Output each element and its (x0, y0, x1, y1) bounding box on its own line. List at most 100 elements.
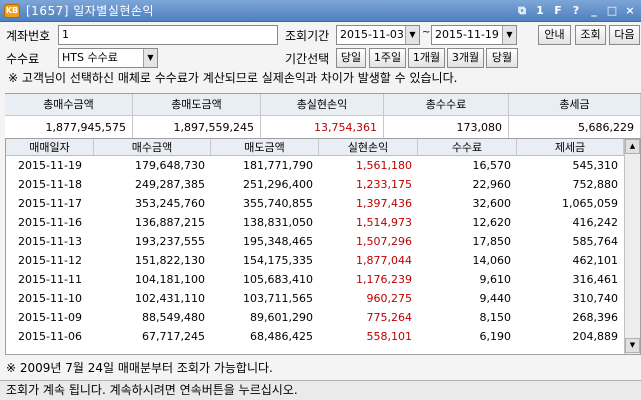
cell-buy: 102,431,110 (135, 292, 205, 305)
table-row[interactable]: 2015-11-19 179,648,730 181,771,790 1,561… (6, 156, 640, 175)
cell-sell: 181,771,790 (243, 159, 313, 172)
minimize-icon[interactable]: _ (591, 4, 597, 17)
table-row[interactable]: 2015-11-06 67,717,245 68,486,425 558,101… (6, 327, 640, 346)
query-range-footnote: ※ 2009년 7월 24일 매매분부터 조회가 가능합니다. (6, 361, 273, 375)
cell-tax: 1,065,059 (562, 197, 618, 210)
next-button[interactable]: 다음 (609, 25, 640, 45)
close-icon[interactable]: × (625, 4, 635, 17)
period-this-month-button[interactable]: 당월 (486, 48, 518, 68)
query-button[interactable]: 조회 (575, 25, 606, 45)
cell-buy: 151,822,130 (135, 254, 205, 267)
cell-date: 2015-11-13 (18, 235, 82, 248)
cell-profit: 1,233,175 (356, 178, 412, 191)
cell-tax: 752,880 (572, 178, 619, 191)
table-row[interactable]: 2015-11-12 151,822,130 154,175,335 1,877… (6, 251, 640, 270)
calendar-dropdown-icon[interactable]: ▼ (405, 26, 419, 44)
account-label: 계좌번호 (6, 29, 51, 43)
cell-fee: 8,150 (479, 311, 512, 324)
period-1week-button[interactable]: 1주일 (369, 48, 406, 68)
cell-sell: 68,486,425 (250, 330, 313, 343)
fee-label: 수수료 (6, 52, 40, 66)
table-row[interactable]: 2015-11-11 104,181,100 105,683,410 1,176… (6, 270, 640, 289)
maximize-icon[interactable]: □ (606, 4, 618, 17)
cell-fee: 9,610 (479, 273, 512, 286)
cell-fee: 32,600 (472, 197, 512, 210)
total-realized-profit: 13,754,361 (261, 116, 384, 139)
daily-profit-grid[interactable]: 매매일자 매수금액 매도금액 실현손익 수수료 제세금 2015-11-19 1… (5, 138, 641, 355)
grid-header-cell[interactable]: 매도금액 (211, 139, 319, 155)
grid-header-cell[interactable]: 매매일자 (6, 139, 94, 155)
cell-date: 2015-11-19 (18, 159, 82, 172)
cell-tax: 268,396 (572, 311, 619, 324)
date-to-picker[interactable]: 2015-11-19 ▼ (431, 25, 517, 45)
status-bar: 조회가 계속 됩니다. 계속하시려면 연속버튼을 누르십시오. (0, 380, 641, 400)
fee-select[interactable]: HTS 수수료 ▼ (58, 48, 158, 68)
period-1month-button[interactable]: 1개월 (408, 48, 445, 68)
fee-notice: ※ 고객님이 선택하신 매체로 수수료가 계산되므로 실제손익과 차이가 발생할… (8, 71, 458, 85)
cell-tax: 545,310 (572, 159, 619, 172)
summary-header: 총실현손익 (261, 94, 384, 116)
summary-header: 총매도금액 (133, 94, 261, 116)
table-row[interactable]: 2015-11-18 249,287,385 251,296,400 1,233… (6, 175, 640, 194)
cell-date: 2015-11-12 (18, 254, 82, 267)
cell-date: 2015-11-11 (18, 273, 82, 286)
cell-fee: 9,440 (479, 292, 512, 305)
cell-buy: 136,887,215 (135, 216, 205, 229)
cell-tax: 585,764 (572, 235, 619, 248)
cell-profit: 960,275 (366, 292, 413, 305)
table-row[interactable]: 2015-11-09 88,549,480 89,601,290 775,264… (6, 308, 640, 327)
cell-profit: 1,877,044 (356, 254, 412, 267)
total-buy-amount: 1,877,945,575 (5, 116, 133, 139)
cell-buy: 88,549,480 (142, 311, 205, 324)
cell-profit: 558,101 (366, 330, 413, 343)
fee-select-value: HTS 수수료 (62, 51, 118, 64)
total-sell-amount: 1,897,559,245 (133, 116, 261, 139)
grid-header-cell[interactable]: 매수금액 (94, 139, 211, 155)
window-title: [1657] 일자별실현손익 (26, 4, 154, 18)
cell-date: 2015-11-17 (18, 197, 82, 210)
favorite-button[interactable]: F (554, 4, 562, 17)
cell-sell: 103,711,565 (243, 292, 313, 305)
calendar-dropdown-icon[interactable]: ▼ (502, 26, 516, 44)
cell-date: 2015-11-06 (18, 330, 82, 343)
help-icon[interactable]: ? (572, 4, 580, 17)
date-from-picker[interactable]: 2015-11-03 ▼ (336, 25, 420, 45)
period-3month-button[interactable]: 3개월 (447, 48, 484, 68)
vertical-scrollbar[interactable]: ▲ ▼ (624, 139, 640, 354)
cell-profit: 1,514,973 (356, 216, 412, 229)
cell-tax: 204,889 (572, 330, 619, 343)
cell-tax: 310,740 (572, 292, 619, 305)
total-tax: 5,686,229 (509, 116, 641, 139)
cell-buy: 67,717,245 (142, 330, 205, 343)
cell-fee: 6,190 (479, 330, 512, 343)
table-row[interactable]: 2015-11-17 353,245,760 355,740,855 1,397… (6, 194, 640, 213)
restore-window-icon[interactable]: ⧉ (518, 4, 526, 17)
period-today-button[interactable]: 당일 (336, 48, 366, 68)
window-number-button[interactable]: 1 (536, 4, 544, 17)
cell-tax: 416,242 (572, 216, 619, 229)
date-range-tilde: ~ (422, 27, 431, 38)
period-label: 조회기간 (285, 29, 330, 43)
chevron-down-icon[interactable]: ▼ (143, 49, 157, 67)
scroll-up-icon[interactable]: ▲ (625, 139, 640, 154)
cell-date: 2015-11-10 (18, 292, 82, 305)
table-row[interactable]: 2015-11-10 102,431,110 103,711,565 960,2… (6, 289, 640, 308)
grid-header-cell[interactable]: 제세금 (517, 139, 624, 155)
summary-header: 총세금 (509, 94, 641, 116)
cell-buy: 353,245,760 (135, 197, 205, 210)
cell-profit: 1,176,239 (356, 273, 412, 286)
grid-header-cell[interactable]: 수수료 (418, 139, 517, 155)
cell-date: 2015-11-09 (18, 311, 82, 324)
table-row[interactable]: 2015-11-13 193,237,555 195,348,465 1,507… (6, 232, 640, 251)
grid-header-cell[interactable]: 실현손익 (319, 139, 418, 155)
scroll-down-icon[interactable]: ▼ (625, 338, 640, 353)
date-from-value: 2015-11-03 (340, 28, 404, 41)
cell-tax: 462,101 (572, 254, 619, 267)
guide-button[interactable]: 안내 (538, 25, 571, 45)
cell-profit: 1,561,180 (356, 159, 412, 172)
table-row[interactable]: 2015-11-16 136,887,215 138,831,050 1,514… (6, 213, 640, 232)
cell-fee: 12,620 (472, 216, 512, 229)
account-number-input[interactable]: 1 (58, 25, 278, 45)
cell-tax: 316,461 (572, 273, 619, 286)
summary-header: 총매수금액 (5, 94, 133, 116)
